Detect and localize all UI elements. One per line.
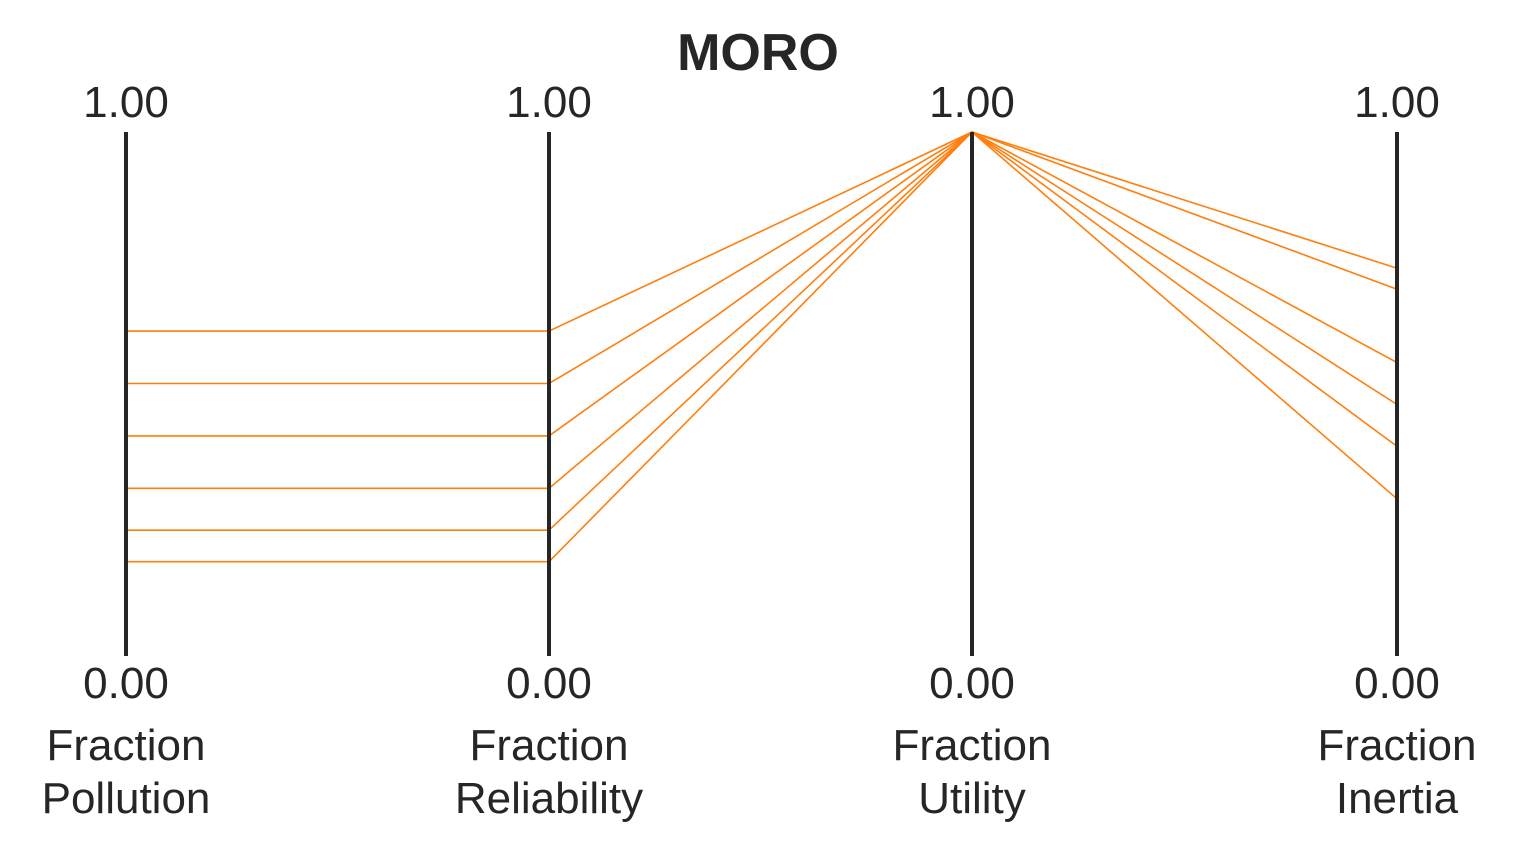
series-line-1 [126,131,1398,332]
axis-label-line1: Fraction [893,721,1052,770]
axis-min-label: 0.00 [1354,659,1440,708]
axis-label-line2: Inertia [1336,774,1459,823]
axis-max-label: 1.00 [506,78,592,127]
axis-label-line2: Pollution [42,774,211,823]
series-line-4 [126,131,1398,490]
axis-label-line2: Reliability [455,774,643,823]
axis-label-line1: Fraction [47,721,206,770]
series-line-2 [126,131,1398,385]
axes: 1.000.00FractionPollution1.000.00Fractio… [42,78,1477,823]
axis-max-label: 1.00 [83,78,169,127]
axis-min-label: 0.00 [929,659,1015,708]
series-line-5 [126,130,1398,532]
axis-label-line1: Fraction [470,721,629,770]
axis-min-label: 0.00 [506,659,592,708]
axis-min-label: 0.00 [83,659,169,708]
axis-max-label: 1.00 [929,78,1015,127]
series-lines [126,130,1398,563]
axis-label-line1: Fraction [1318,721,1477,770]
axis-max-label: 1.00 [1354,78,1440,127]
series-line-6 [126,130,1398,563]
chart-title: MORO [677,24,839,82]
axis-label-line2: Utility [918,774,1026,823]
series-line-3 [126,131,1398,437]
